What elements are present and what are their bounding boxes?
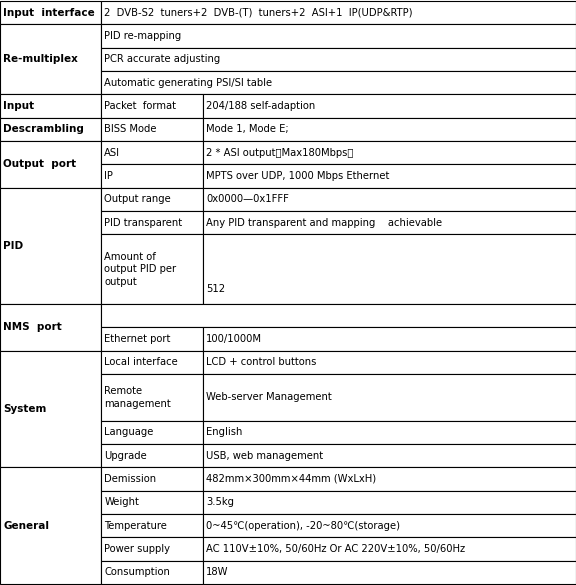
Text: Input: Input <box>3 101 35 111</box>
Text: Local interface: Local interface <box>104 357 178 367</box>
Bar <box>203 514 576 537</box>
Bar <box>203 94 576 118</box>
Text: English: English <box>206 427 242 438</box>
Text: 2  DVB-S2  tuners+2  DVB-(T)  tuners+2  ASI+1  IP(UDP&RTP): 2 DVB-S2 tuners+2 DVB-(T) tuners+2 ASI+1… <box>104 8 413 18</box>
Bar <box>0 25 101 94</box>
Bar <box>0 304 101 351</box>
Text: Web-server Management: Web-server Management <box>206 393 332 402</box>
Text: Weight: Weight <box>104 497 139 507</box>
Text: AC 110V±10%, 50/60Hz Or AC 220V±10%, 50/60Hz: AC 110V±10%, 50/60Hz Or AC 220V±10%, 50/… <box>206 544 465 554</box>
Bar <box>101 25 576 48</box>
Text: BISS Mode: BISS Mode <box>104 125 157 135</box>
Text: Output  port: Output port <box>3 159 77 169</box>
Bar <box>101 141 203 164</box>
Text: General: General <box>3 521 50 531</box>
Bar <box>203 328 576 351</box>
Bar <box>203 164 576 188</box>
Text: Output range: Output range <box>104 194 171 204</box>
Bar <box>203 467 576 491</box>
Text: IP: IP <box>104 171 113 181</box>
Bar <box>101 164 203 188</box>
Text: Power supply: Power supply <box>104 544 170 554</box>
Text: Packet  format: Packet format <box>104 101 176 111</box>
Text: 482mm×300mm×44mm (WxLxH): 482mm×300mm×44mm (WxLxH) <box>206 474 376 484</box>
Text: PCR accurate adjusting: PCR accurate adjusting <box>104 54 221 64</box>
Bar <box>203 141 576 164</box>
Bar <box>101 467 203 491</box>
Bar <box>101 188 203 211</box>
Text: Re-multiplex: Re-multiplex <box>3 54 78 64</box>
Text: PID transparent: PID transparent <box>104 218 183 228</box>
Bar <box>101 94 203 118</box>
Text: MPTS over UDP, 1000 Mbps Ethernet: MPTS over UDP, 1000 Mbps Ethernet <box>206 171 389 181</box>
Bar <box>0 118 101 141</box>
Text: 512: 512 <box>206 284 225 294</box>
Text: Consumption: Consumption <box>104 567 170 577</box>
Text: Demission: Demission <box>104 474 156 484</box>
Text: 3.5kg: 3.5kg <box>206 497 234 507</box>
Bar <box>0 188 101 304</box>
Bar <box>101 374 203 421</box>
Text: Temperature: Temperature <box>104 521 167 531</box>
Text: Ethernet port: Ethernet port <box>104 334 170 344</box>
Bar <box>101 1 576 25</box>
Text: Remote
management: Remote management <box>104 386 171 408</box>
Text: Language: Language <box>104 427 154 438</box>
Bar <box>203 421 576 444</box>
Text: 204/188 self-adaption: 204/188 self-adaption <box>206 101 316 111</box>
Bar <box>203 491 576 514</box>
Bar <box>101 304 576 328</box>
Bar <box>203 118 576 141</box>
Text: 0~45℃(operation), -20~80℃(storage): 0~45℃(operation), -20~80℃(storage) <box>206 521 400 531</box>
Bar <box>0 467 101 584</box>
Bar <box>203 351 576 374</box>
Bar <box>101 234 203 304</box>
Text: 18W: 18W <box>206 567 229 577</box>
Bar <box>203 188 576 211</box>
Bar <box>101 328 203 351</box>
Text: PID re-mapping: PID re-mapping <box>104 31 181 41</box>
Bar <box>203 234 576 304</box>
Bar <box>101 537 203 560</box>
Bar <box>101 71 576 94</box>
Text: Amount of
output PID per
output: Amount of output PID per output <box>104 252 176 287</box>
Bar <box>203 374 576 421</box>
Bar <box>0 1 101 25</box>
Bar <box>203 211 576 234</box>
Bar <box>0 141 101 188</box>
Bar <box>0 351 101 467</box>
Text: 0x0000—0x1FFF: 0x0000—0x1FFF <box>206 194 289 204</box>
Text: Descrambling: Descrambling <box>3 125 84 135</box>
Text: USB, web management: USB, web management <box>206 450 323 460</box>
Text: NMS  port: NMS port <box>3 322 62 332</box>
Bar <box>203 560 576 584</box>
Text: Input  interface: Input interface <box>3 8 95 18</box>
Text: 2 * ASI output（Max180Mbps）: 2 * ASI output（Max180Mbps） <box>206 147 354 158</box>
Bar <box>0 94 101 118</box>
Text: Automatic generating PSI/SI table: Automatic generating PSI/SI table <box>104 78 272 88</box>
Bar <box>101 421 203 444</box>
Text: 100/1000M: 100/1000M <box>206 334 262 344</box>
Text: Any PID transparent and mapping    achievable: Any PID transparent and mapping achievab… <box>206 218 442 228</box>
Text: ASI: ASI <box>104 147 120 158</box>
Bar <box>203 537 576 560</box>
Text: PID: PID <box>3 241 24 251</box>
Text: Mode 1, Mode E;: Mode 1, Mode E; <box>206 125 289 135</box>
Text: LCD + control buttons: LCD + control buttons <box>206 357 317 367</box>
Bar <box>101 118 203 141</box>
Text: Upgrade: Upgrade <box>104 450 147 460</box>
Bar <box>101 560 203 584</box>
Bar <box>101 48 576 71</box>
Bar <box>101 444 203 467</box>
Bar <box>101 211 203 234</box>
Bar <box>101 351 203 374</box>
Bar <box>101 514 203 537</box>
Bar <box>101 491 203 514</box>
Bar <box>203 444 576 467</box>
Text: System: System <box>3 404 47 414</box>
